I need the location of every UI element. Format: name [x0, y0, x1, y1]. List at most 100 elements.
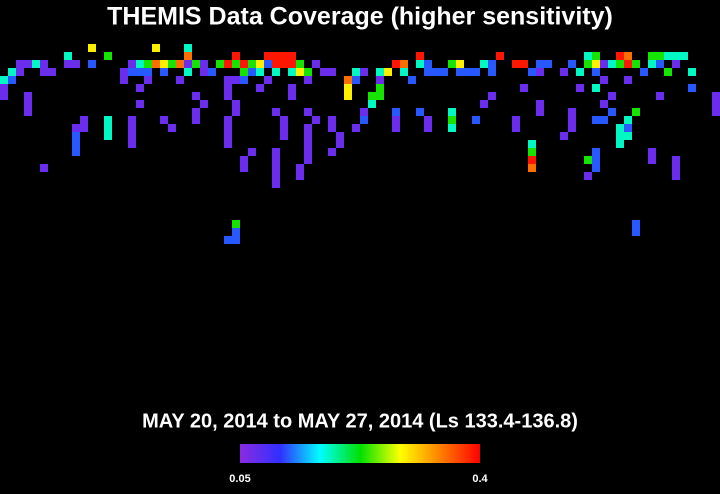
- coverage-cell: [184, 68, 192, 76]
- coverage-cell: [32, 60, 40, 68]
- coverage-cell: [656, 92, 664, 100]
- coverage-cell: [360, 116, 368, 124]
- coverage-cell: [528, 148, 536, 156]
- coverage-cell: [232, 236, 240, 244]
- coverage-cell: [272, 180, 280, 188]
- coverage-cell: [624, 60, 632, 68]
- coverage-cell: [392, 60, 400, 68]
- coverage-cell: [120, 68, 128, 76]
- coverage-cell: [72, 148, 80, 156]
- coverage-cell: [16, 68, 24, 76]
- coverage-cell: [528, 68, 536, 76]
- coverage-cell: [400, 60, 408, 68]
- coverage-cell: [64, 60, 72, 68]
- coverage-cell: [240, 68, 248, 76]
- coverage-cell: [624, 52, 632, 60]
- coverage-cell: [232, 220, 240, 228]
- coverage-cell: [568, 60, 576, 68]
- coverage-cell: [0, 84, 8, 92]
- coverage-cell: [360, 68, 368, 76]
- coverage-cell: [208, 68, 216, 76]
- coverage-cell: [160, 68, 168, 76]
- coverage-cell: [376, 68, 384, 76]
- coverage-cell: [240, 156, 248, 164]
- coverage-cell: [528, 140, 536, 148]
- coverage-cell: [584, 156, 592, 164]
- coverage-cell: [184, 52, 192, 60]
- coverage-cell: [424, 116, 432, 124]
- coverage-cell: [368, 92, 376, 100]
- coverage-cell: [256, 60, 264, 68]
- coverage-cell: [128, 60, 136, 68]
- coverage-cell: [424, 68, 432, 76]
- coverage-cell: [104, 124, 112, 132]
- coverage-cell: [624, 76, 632, 84]
- coverage-cell: [648, 156, 656, 164]
- coverage-cell: [128, 124, 136, 132]
- coverage-cell: [304, 68, 312, 76]
- coverage-cell: [128, 116, 136, 124]
- coverage-cell: [488, 68, 496, 76]
- coverage-cell: [256, 84, 264, 92]
- coverage-cell: [128, 68, 136, 76]
- coverage-cell: [24, 108, 32, 116]
- coverage-cell: [592, 60, 600, 68]
- coverage-cell: [416, 52, 424, 60]
- coverage-cell: [488, 92, 496, 100]
- coverage-cell: [352, 124, 360, 132]
- coverage-cell: [160, 60, 168, 68]
- coverage-cell: [224, 84, 232, 92]
- coverage-cell: [616, 52, 624, 60]
- coverage-cell: [568, 124, 576, 132]
- coverage-cell: [656, 60, 664, 68]
- coverage-cell: [264, 52, 272, 60]
- coverage-cell: [624, 116, 632, 124]
- coverage-cell: [568, 116, 576, 124]
- coverage-cell: [312, 60, 320, 68]
- coverage-cell: [440, 68, 448, 76]
- coverage-cell: [672, 60, 680, 68]
- coverage-cell: [16, 60, 24, 68]
- coverage-cell: [520, 60, 528, 68]
- coverage-cell: [672, 164, 680, 172]
- coverage-cell: [280, 52, 288, 60]
- coverage-cell: [184, 60, 192, 68]
- coverage-cell: [136, 60, 144, 68]
- coverage-cell: [592, 156, 600, 164]
- coverage-cell: [464, 68, 472, 76]
- coverage-cell: [344, 92, 352, 100]
- coverage-cell: [296, 60, 304, 68]
- coverage-cell: [512, 116, 520, 124]
- coverage-cell: [232, 76, 240, 84]
- coverage-cell: [272, 156, 280, 164]
- coverage-cell: [272, 60, 280, 68]
- coverage-cell: [600, 76, 608, 84]
- coverage-cell: [280, 116, 288, 124]
- coverage-cell: [136, 68, 144, 76]
- coverage-cell: [616, 132, 624, 140]
- coverage-cell: [224, 116, 232, 124]
- coverage-cell: [392, 124, 400, 132]
- coverage-cell: [584, 60, 592, 68]
- coverage-cell: [176, 60, 184, 68]
- coverage-cell: [304, 148, 312, 156]
- coverage-cell: [200, 60, 208, 68]
- coverage-cell: [176, 76, 184, 84]
- coverage-cell: [544, 60, 552, 68]
- coverage-cell: [120, 76, 128, 84]
- coverage-cell: [408, 76, 416, 84]
- coverage-cell: [200, 68, 208, 76]
- coverage-cell: [64, 52, 72, 60]
- coverage-cell: [240, 76, 248, 84]
- coverage-cell: [560, 68, 568, 76]
- coverage-cell: [480, 100, 488, 108]
- coverage-cell: [592, 164, 600, 172]
- coverage-cell: [688, 68, 696, 76]
- coverage-cell: [664, 52, 672, 60]
- coverage-cell: [304, 156, 312, 164]
- coverage-cell: [712, 100, 720, 108]
- coverage-cell: [296, 164, 304, 172]
- coverage-cell: [256, 68, 264, 76]
- coverage-cell: [608, 92, 616, 100]
- coverage-cell: [296, 172, 304, 180]
